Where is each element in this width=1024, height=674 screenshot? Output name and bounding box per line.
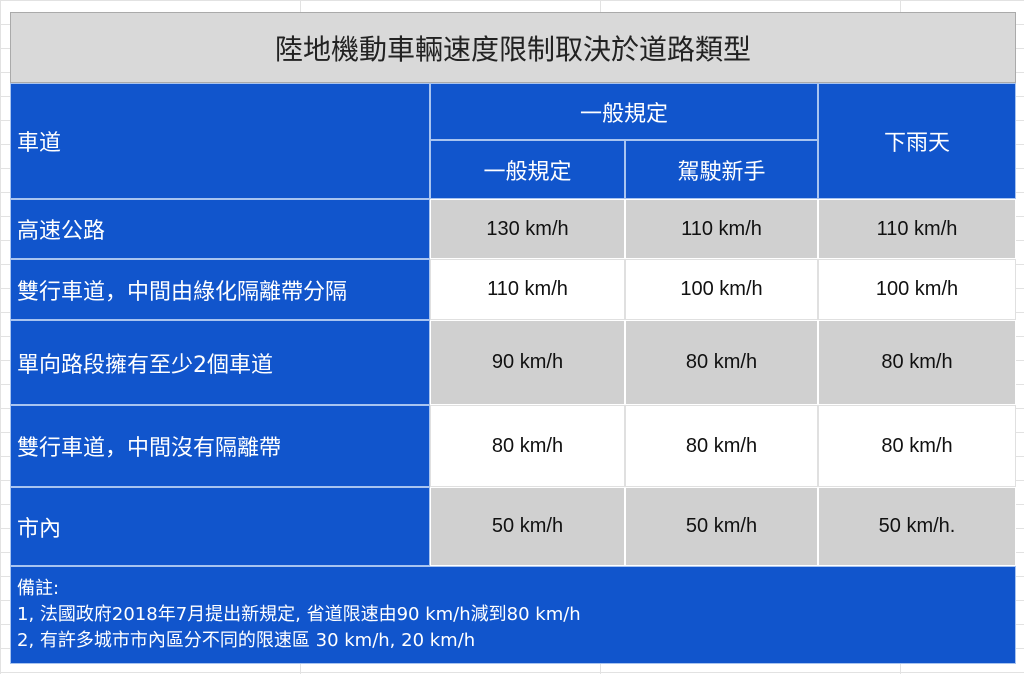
speed-cell-rain: 110 km/h <box>818 199 1016 259</box>
road-type-cell: 單向路段擁有至少2個車道 <box>10 320 430 405</box>
header-general: 一般規定 <box>430 140 625 199</box>
speed-cell-novice: 50 km/h <box>625 487 818 566</box>
road-type-cell: 市內 <box>10 487 430 566</box>
road-type-cell: 雙行車道，中間沒有隔離帶 <box>10 405 430 487</box>
speed-cell-general: 110 km/h <box>430 259 625 320</box>
speed-cell-general: 130 km/h <box>430 199 625 259</box>
road-type-cell: 雙行車道，中間由綠化隔離帶分隔 <box>10 259 430 320</box>
speed-cell-general: 80 km/h <box>430 405 625 487</box>
speed-cell-novice: 110 km/h <box>625 199 818 259</box>
note-line: 1, 法國政府2018年7月提出新規定, 省道限速由90 km/h減到80 km… <box>17 604 581 625</box>
speed-cell-general: 50 km/h <box>430 487 625 566</box>
notes: 備註: 1, 法國政府2018年7月提出新規定, 省道限速由90 km/h減到8… <box>10 566 1016 664</box>
speed-cell-rain: 80 km/h <box>818 405 1016 487</box>
speed-cell-novice: 80 km/h <box>625 405 818 487</box>
notes-heading: 備註: <box>17 578 60 599</box>
speed-cell-rain: 100 km/h <box>818 259 1016 320</box>
speed-cell-novice: 80 km/h <box>625 320 818 405</box>
note-line: 2, 有許多城市市內區分不同的限速區 30 km/h, 20 km/h <box>17 630 476 651</box>
header-general-group: 一般規定 <box>430 83 818 140</box>
header-rain: 下雨天 <box>818 83 1016 199</box>
header-novice: 駕駛新手 <box>625 140 818 199</box>
table-title: 陸地機動車輛速度限制取決於道路類型 <box>10 12 1016 83</box>
speed-cell-general: 90 km/h <box>430 320 625 405</box>
road-type-cell: 高速公路 <box>10 199 430 259</box>
speed-cell-rain: 80 km/h <box>818 320 1016 405</box>
header-lane: 車道 <box>10 83 430 199</box>
speed-cell-rain: 50 km/h. <box>818 487 1016 566</box>
speed-cell-novice: 100 km/h <box>625 259 818 320</box>
